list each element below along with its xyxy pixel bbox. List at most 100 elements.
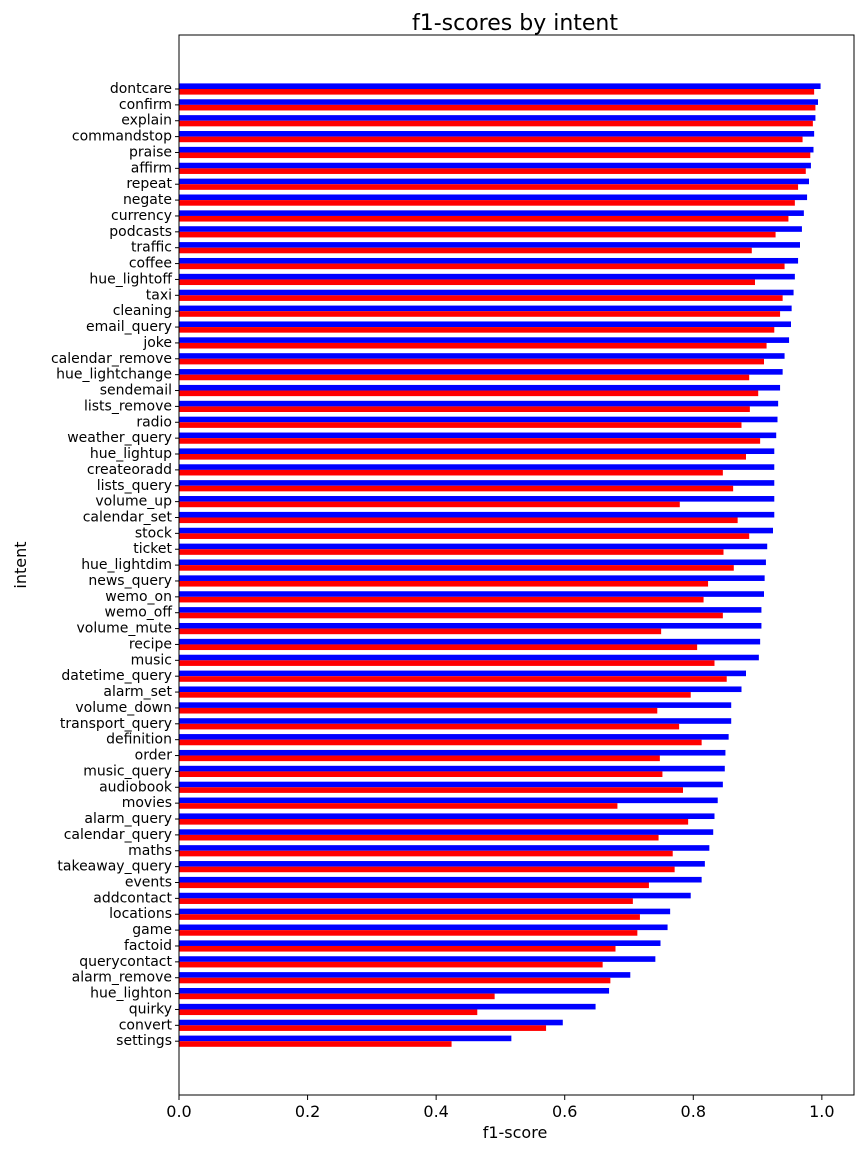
bar-hue_lightoff-series-2 — [179, 279, 755, 286]
bar-convert-series-2 — [179, 1025, 547, 1031]
bar-cleaning-series-2 — [179, 311, 781, 317]
bar-events-series-2 — [179, 882, 649, 889]
bar-hue_lighton-series-2 — [179, 993, 495, 1000]
bar-ticket-series-2 — [179, 549, 724, 555]
x-tick-label: 1.0 — [809, 1102, 834, 1121]
bar-commandstop-series-1 — [179, 131, 815, 137]
y-tick-label: calendar_set — [83, 509, 173, 525]
bar-negate-series-1 — [179, 194, 808, 201]
bar-transport_query-series-2 — [179, 723, 680, 730]
y-tick-label: confirm — [119, 97, 172, 113]
bar-praise-series-1 — [179, 146, 814, 153]
bar-negate-series-2 — [179, 200, 795, 206]
bar-transport_query-series-1 — [179, 718, 732, 724]
x-tick-label: 0.0 — [166, 1102, 191, 1121]
bar-weather_query-series-1 — [179, 432, 777, 439]
bar-traffic-series-2 — [179, 247, 752, 254]
y-tick-label: events — [125, 875, 172, 891]
y-tick-label: lists_query — [97, 478, 172, 494]
bar-joke-series-2 — [179, 342, 767, 349]
y-tick-label: datetime_query — [61, 668, 172, 684]
bar-calendar_remove-series-1 — [179, 353, 785, 359]
y-tick-label: music — [131, 652, 172, 668]
bar-email_query-series-1 — [179, 321, 791, 328]
y-tick-label: convert — [119, 1017, 173, 1033]
y-tick-label: alarm_query — [84, 811, 172, 827]
bar-hue_lightdim-series-1 — [179, 559, 766, 566]
bar-coffee-series-1 — [179, 257, 799, 264]
bar-alarm_query-series-1 — [179, 813, 715, 820]
bar-sendemail-series-1 — [179, 384, 781, 391]
y-tick-label: factoid — [124, 938, 172, 954]
x-tick-label: 0.6 — [552, 1102, 577, 1121]
bar-takeaway_query-series-1 — [179, 861, 705, 867]
bar-explain-series-1 — [179, 115, 816, 121]
y-tick-label: movies — [122, 795, 172, 811]
bar-factoid-series-2 — [179, 945, 616, 952]
y-tick-label: music_query — [83, 763, 172, 779]
bar-wemo_off-series-2 — [179, 612, 723, 619]
bar-recipe-series-2 — [179, 644, 698, 651]
bar-podcasts-series-1 — [179, 226, 802, 232]
bar-calendar_set-series-1 — [179, 511, 775, 518]
y-tick-label: takeaway_query — [57, 859, 172, 875]
y-tick-label: audiobook — [99, 779, 173, 795]
bar-audiobook-series-1 — [179, 781, 723, 788]
y-tick-label: calendar_query — [64, 827, 172, 843]
bar-calendar_query-series-2 — [179, 834, 659, 841]
bar-music-series-1 — [179, 654, 759, 661]
y-tick-label: joke — [142, 335, 172, 351]
x-tick-layer: 0.0 0.2 0.4 0.6 0.8 1.0 — [166, 1095, 835, 1121]
y-tick-label: volume_up — [95, 494, 172, 510]
bar-quirky-series-2 — [179, 1009, 478, 1016]
bar-volume_mute-series-1 — [179, 622, 762, 629]
bar-lists_remove-series-2 — [179, 406, 750, 412]
y-tick-label: repeat — [126, 176, 172, 192]
bar-lists_query-series-2 — [179, 485, 734, 492]
y-tick-label: email_query — [86, 319, 172, 335]
y-tick-layer: dontcareconfirmexplaincommandstoppraisea… — [51, 81, 179, 1049]
x-tick-label: 0.2 — [295, 1102, 320, 1121]
bar-quirky-series-1 — [179, 1003, 596, 1010]
y-tick-label: coffee — [129, 256, 172, 272]
y-tick-label: alarm_set — [103, 684, 172, 700]
y-tick-label: createoradd — [87, 462, 172, 478]
chart-title: f1-scores by intent — [412, 11, 618, 36]
bar-events-series-1 — [179, 876, 702, 883]
y-tick-label: hue_lightoff — [89, 271, 172, 287]
bar-volume_up-series-2 — [179, 501, 680, 508]
bar-hue_lightchange-series-2 — [179, 374, 750, 381]
x-tick-label: 0.4 — [423, 1102, 448, 1121]
bar-volume_down-series-2 — [179, 707, 658, 714]
y-tick-label: addcontact — [93, 890, 172, 906]
bar-hue_lightchange-series-1 — [179, 369, 783, 375]
bar-news_query-series-2 — [179, 580, 709, 587]
y-tick-label: settings — [116, 1033, 172, 1049]
bar-order-series-1 — [179, 749, 726, 756]
bar-movies-series-2 — [179, 803, 618, 809]
bar-currency-series-2 — [179, 215, 789, 222]
bar-joke-series-1 — [179, 337, 790, 343]
y-tick-label: lists_remove — [84, 398, 172, 414]
bar-definition-series-1 — [179, 734, 729, 740]
bar-wemo_on-series-2 — [179, 596, 704, 603]
bar-lists_query-series-1 — [179, 480, 775, 486]
y-tick-label: negate — [123, 192, 172, 208]
bar-datetime_query-series-2 — [179, 676, 727, 682]
bar-ticket-series-1 — [179, 543, 768, 550]
bar-stock-series-1 — [179, 527, 773, 534]
bar-factoid-series-1 — [179, 940, 661, 946]
bar-email_query-series-2 — [179, 327, 775, 333]
bar-createoradd-series-2 — [179, 469, 723, 476]
y-tick-label: querycontact — [79, 954, 172, 970]
y-tick-label: transport_query — [60, 716, 172, 732]
bar-game-series-1 — [179, 924, 668, 931]
bar-wemo_on-series-1 — [179, 591, 764, 597]
bar-hue_lightup-series-2 — [179, 454, 746, 460]
y-tick-label: commandstop — [72, 129, 172, 145]
bar-calendar_set-series-2 — [179, 517, 738, 524]
y-tick-label: stock — [135, 525, 173, 541]
bar-lists_remove-series-1 — [179, 400, 779, 407]
bar-music_query-series-2 — [179, 771, 663, 778]
